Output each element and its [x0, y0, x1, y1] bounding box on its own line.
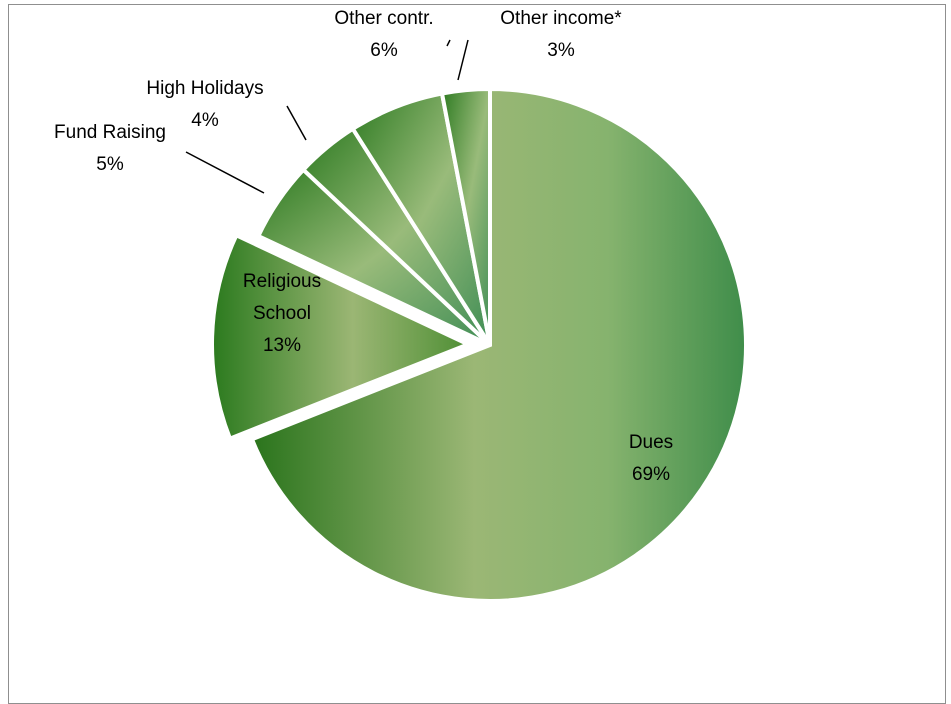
leader-line-2 [185, 151, 265, 194]
data-label-pct-0-1: 69% [632, 464, 670, 485]
data-label-name-1-1: School [253, 303, 311, 324]
data-label-name-2-0: Fund Raising [54, 122, 166, 143]
leader-line-4 [446, 39, 451, 47]
data-label-pct-1-2: 13% [263, 335, 301, 356]
pie-slice-other-income [439, 86, 492, 346]
data-label-pct-2-1: 5% [96, 154, 124, 175]
data-label-name-5-0: Other income* [500, 8, 622, 29]
data-label-pct-4-1: 6% [370, 40, 398, 61]
data-label-name-0-0: Dues [629, 432, 673, 453]
leader-line-3 [286, 105, 307, 141]
data-label-pct-3-1: 4% [191, 110, 219, 131]
leader-line-5 [457, 39, 469, 81]
pie-chart: Dues 69% Religious School 13% Fund Raising 5% H… [54, 8, 748, 603]
data-label-name-4-0: Other contr. [334, 8, 433, 29]
pie-slice-religious-school [210, 232, 474, 442]
data-label-name-3-0: High Holidays [146, 78, 263, 99]
data-label-name-1-0: Religious [243, 271, 321, 292]
data-label-pct-5-1: 3% [547, 40, 575, 61]
pie-slice-dues [249, 86, 748, 603]
